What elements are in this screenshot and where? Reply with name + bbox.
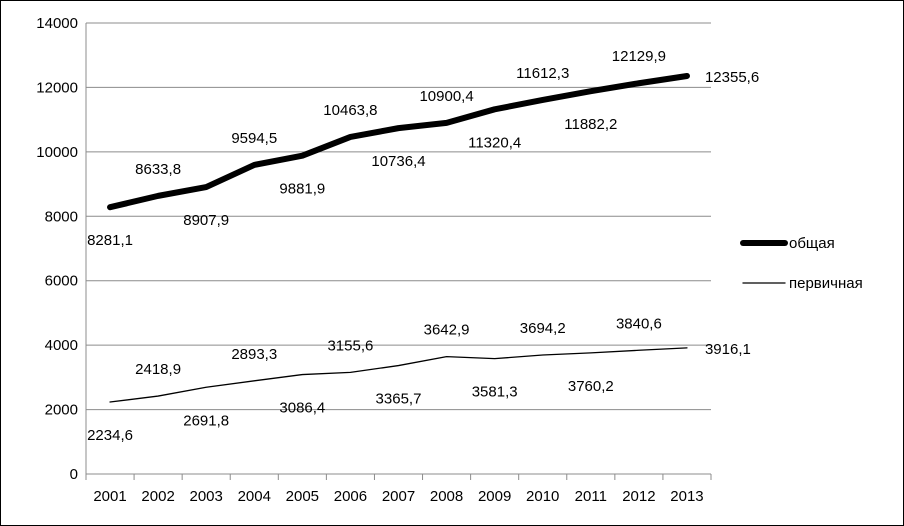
y-tick-label: 6000 <box>45 273 78 290</box>
data-label: 9881,9 <box>279 181 325 198</box>
data-label: 11882,2 <box>564 116 617 133</box>
x-tick-label: 2006 <box>334 488 367 505</box>
data-label: 10900,4 <box>419 88 473 105</box>
data-label: 3694,2 <box>520 320 566 337</box>
data-label: 2234,6 <box>87 427 133 444</box>
data-label: 8281,1 <box>87 232 133 249</box>
data-label: 10463,8 <box>323 102 377 119</box>
data-label: 11612,3 <box>516 65 569 82</box>
data-label: 2893,3 <box>231 346 277 363</box>
data-label: 10736,4 <box>371 153 425 170</box>
data-label: 3086,4 <box>279 400 325 417</box>
data-label: 12129,9 <box>612 48 666 65</box>
legend-label: общая <box>789 235 835 252</box>
x-tick-label: 2003 <box>190 488 223 505</box>
legend: общая первичная <box>740 235 863 292</box>
data-label: 3365,7 <box>376 391 422 408</box>
data-label: 12355,6 <box>705 69 759 86</box>
data-label: 3916,1 <box>705 341 751 358</box>
data-label: 3760,2 <box>568 378 614 395</box>
data-label: 3155,6 <box>327 337 373 354</box>
data-label: 11320,4 <box>468 134 521 151</box>
x-tick-label: 2007 <box>382 488 415 505</box>
data-label: 2691,8 <box>183 412 229 429</box>
x-tick-label: 2001 <box>93 488 126 505</box>
data-label: 9594,5 <box>231 130 277 147</box>
series-line-primary <box>109 347 688 403</box>
y-tick-label: 2000 <box>45 402 78 419</box>
y-tick-label: 8000 <box>45 208 78 225</box>
y-tick-label: 12000 <box>36 79 78 96</box>
series-line-total <box>107 72 690 211</box>
gridlines <box>86 22 711 475</box>
x-tick-label: 2005 <box>286 488 319 505</box>
data-labels: 8281,1 8633,8 8907,9 9594,5 9881,9 10463,8 107… <box>87 48 759 444</box>
x-tick-label: 2011 <box>575 488 607 505</box>
data-label: 2418,9 <box>135 361 181 378</box>
x-tick-label: 2004 <box>238 488 271 505</box>
x-tick-label: 2009 <box>478 488 511 505</box>
series-lines <box>107 72 690 403</box>
x-tick-label: 2008 <box>430 488 463 505</box>
data-label: 3642,9 <box>424 322 470 339</box>
x-tick-label: 2012 <box>622 488 655 505</box>
x-tick-label: 2002 <box>141 488 174 505</box>
legend-label: первичная <box>789 275 863 292</box>
y-tick-label: 0 <box>70 466 78 483</box>
data-label: 8633,8 <box>135 161 181 178</box>
data-label: 3581,3 <box>472 384 518 401</box>
data-label: 3840,6 <box>616 315 662 332</box>
y-tick-label: 4000 <box>45 337 78 354</box>
x-tick-label: 2013 <box>670 488 703 505</box>
axes: 0 2000 4000 6000 8000 10000 12000 14000 2001 2002… <box>36 15 712 505</box>
data-label: 8907,9 <box>183 212 229 229</box>
y-tick-label: 10000 <box>36 144 78 161</box>
y-tick-label: 14000 <box>36 15 78 32</box>
x-tick-label: 2010 <box>526 488 559 505</box>
